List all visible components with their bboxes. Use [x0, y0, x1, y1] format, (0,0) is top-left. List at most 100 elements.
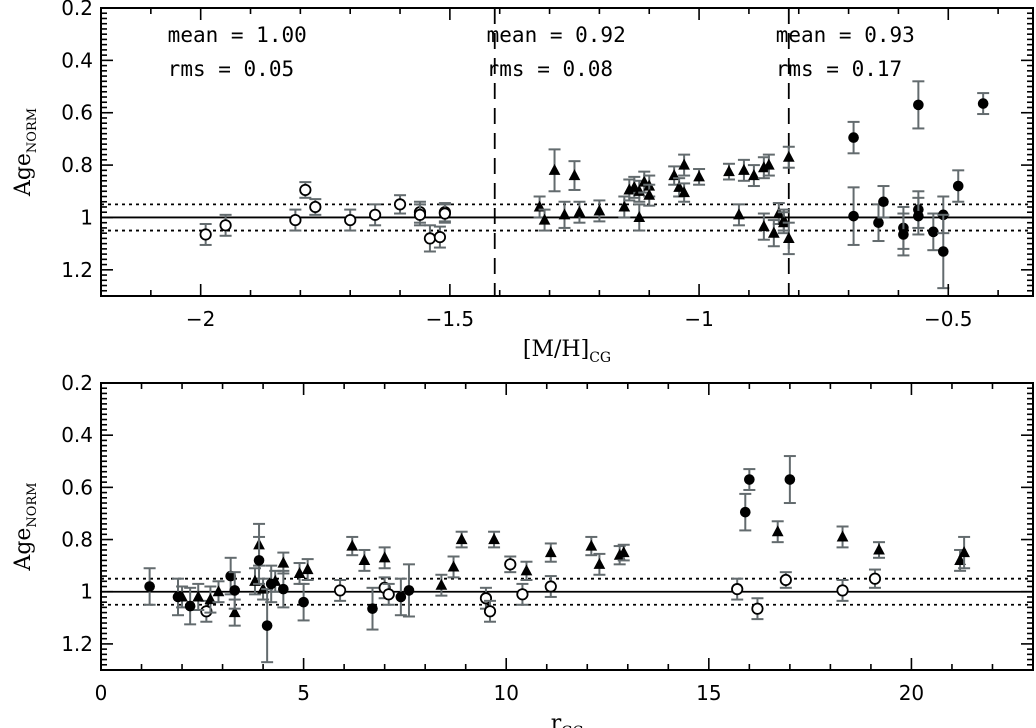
open-circle-point	[423, 232, 437, 245]
y-axis-label: AgeNORM	[11, 108, 40, 197]
open-circle-point	[779, 573, 792, 587]
filled-circle-point	[878, 196, 889, 208]
triangle-point	[693, 170, 705, 182]
mean-annotation-0: mean = 1.00	[168, 23, 307, 47]
triangle-point	[618, 200, 631, 212]
triangle-point	[593, 557, 606, 569]
filled-circle-point	[261, 620, 273, 631]
triangle-point	[358, 553, 371, 565]
top-panel: mean = 1.00 rms = 0.05 mean = 0.92 rms = 0.…	[11, 0, 1034, 366]
x-tick-label: 5	[297, 681, 310, 705]
triangle-point	[593, 204, 606, 216]
filled-circle-point	[744, 474, 755, 485]
filled-circle-point	[977, 98, 989, 109]
y-tick-label: 0.2	[61, 371, 93, 395]
triangle-point	[748, 169, 760, 181]
triangle-point	[617, 546, 630, 558]
filled-circle-point	[144, 581, 155, 592]
y-tick-label: 1.2	[61, 258, 93, 282]
open-circle-point	[333, 584, 347, 597]
y-tick-label: 0.6	[61, 101, 93, 125]
triangle-point	[548, 163, 561, 175]
y-tick-label: 0.6	[61, 475, 93, 499]
filled-circle-point	[784, 474, 796, 485]
x-axis-label: [M/H]CG	[523, 337, 611, 366]
y-tick-label: 0.2	[61, 0, 93, 20]
triangle-point	[455, 533, 468, 545]
triangle-point	[836, 530, 849, 542]
filled-circle-point	[265, 578, 277, 590]
filled-circle-point	[172, 591, 184, 603]
open-circle-point	[483, 605, 497, 618]
triangle-point	[568, 169, 581, 181]
filled-circle-point	[395, 591, 407, 603]
triangle-point	[538, 213, 551, 225]
triangle-point	[447, 560, 460, 572]
y-tick-label: 0.4	[61, 423, 93, 447]
mean-annotation-2: mean = 0.93	[776, 23, 915, 47]
y-tick-label: 1.2	[61, 632, 93, 656]
filled-circle-point	[928, 226, 939, 238]
triangle-point	[558, 208, 571, 220]
y-axis-label-sub: NORM	[25, 108, 40, 153]
open-circle-point	[344, 213, 357, 227]
triangle-point	[212, 585, 225, 597]
triangle-point	[633, 210, 646, 223]
x-tick-label: 15	[696, 681, 721, 705]
y-axis-label-main: Age	[11, 528, 36, 572]
triangle-point	[228, 606, 241, 618]
open-circle-point	[369, 208, 382, 221]
open-circle-point	[413, 208, 427, 221]
triangle-point	[758, 220, 770, 232]
open-circle-point	[868, 572, 882, 585]
filled-circle-point	[873, 217, 884, 228]
open-circle-point	[382, 588, 395, 601]
filled-circle-point	[913, 99, 924, 111]
mean-annotation-1: mean = 0.92	[487, 23, 626, 47]
triangle-point	[723, 165, 735, 177]
y-axis-label-sub: NORM	[25, 482, 40, 527]
y-tick-label: 1	[80, 580, 93, 604]
x-axis-label-main: r	[551, 711, 562, 728]
filled-circle-point	[913, 210, 924, 222]
filled-circle-point	[403, 585, 415, 596]
open-circle-point	[200, 605, 213, 618]
triangle-point	[738, 163, 750, 175]
triangle-point	[573, 205, 586, 217]
x-tick-label: −2	[186, 307, 215, 331]
y-axis-label: AgeNORM	[11, 482, 40, 571]
open-circle-point	[731, 583, 744, 596]
x-tick-label: 0	[95, 681, 108, 705]
triangle-point	[585, 539, 598, 551]
axes-frame	[100, 7, 1034, 297]
triangle-point	[958, 546, 970, 558]
rms-annotation-2: rms = 0.17	[776, 57, 902, 81]
triangle-point	[378, 551, 391, 563]
filled-circle-point	[253, 555, 265, 566]
rms-annotation-1: rms = 0.08	[487, 57, 613, 81]
filled-circle-point	[952, 180, 964, 192]
open-circle-point	[299, 183, 312, 197]
y-tick-label: 0.8	[61, 528, 93, 552]
triangle-point	[678, 158, 690, 170]
triangle-point	[873, 543, 885, 555]
filled-circle-point	[848, 132, 859, 143]
open-circle-point	[393, 198, 407, 211]
open-circle-point	[516, 588, 529, 601]
triangle-point	[771, 525, 784, 537]
filled-circle-point	[278, 583, 289, 595]
x-axis-label-sub: GC	[561, 724, 583, 728]
triangle-point	[488, 533, 500, 545]
x-tick-label: −1.5	[426, 307, 475, 331]
open-circle-point	[199, 228, 212, 241]
open-circle-point	[433, 230, 447, 244]
open-circle-point	[289, 213, 302, 227]
x-tick-label: 20	[899, 681, 924, 705]
axes-frame	[100, 382, 1034, 671]
open-circle-point	[438, 207, 451, 220]
filled-circle-point	[225, 570, 236, 582]
rms-annotation-0: rms = 0.05	[168, 57, 294, 81]
open-circle-point	[219, 219, 232, 232]
x-tick-label: −1	[684, 307, 713, 331]
